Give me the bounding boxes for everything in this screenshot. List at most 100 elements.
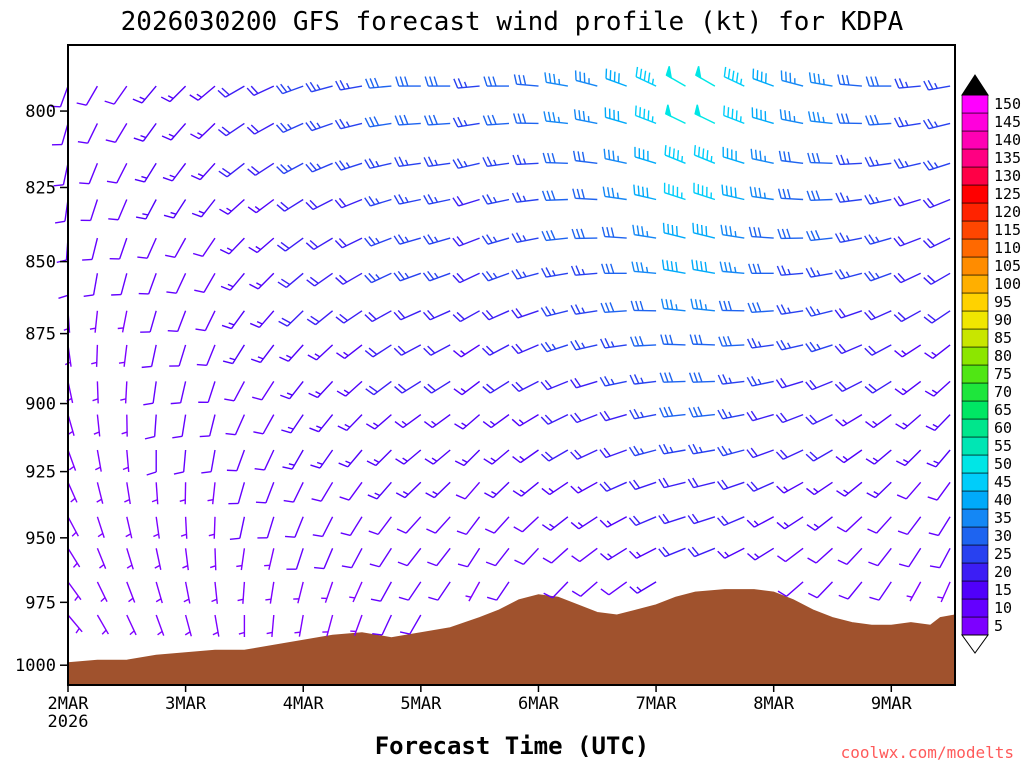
wind-barb: [50, 85, 69, 108]
wind-barb: [67, 614, 83, 634]
y-tick-label: 800: [25, 102, 56, 122]
colorbar-label: 85: [994, 329, 1012, 347]
wind-barb: [628, 445, 657, 457]
colorbar-label: 5: [994, 617, 1003, 635]
wind-barb: [335, 272, 363, 285]
wind-barb: [836, 516, 863, 533]
wind-barb: [453, 380, 481, 396]
x-tick-label: 3MAR: [165, 694, 207, 714]
wind-barb: [91, 344, 99, 367]
wind-barb: [599, 516, 628, 528]
wind-barb: [396, 516, 422, 534]
y-tick-label: 900: [25, 395, 56, 415]
wind-barb: [486, 581, 510, 601]
wind-barb: [126, 548, 134, 570]
wind-barb: [208, 516, 216, 539]
wind-barb: [365, 77, 392, 89]
wind-barb: [570, 449, 598, 460]
x-tick-label: 6MAR: [518, 694, 560, 714]
wind-barb: [422, 270, 451, 282]
wind-barb: [134, 162, 157, 183]
colorbar-segment: [961, 418, 989, 438]
wind-barb: [170, 381, 187, 405]
wind-barb: [481, 309, 510, 321]
wind-barb: [179, 482, 187, 505]
wind-barb: [305, 237, 333, 251]
wind-barb: [423, 414, 451, 429]
wind-barb: [422, 309, 451, 321]
wind-barb: [927, 481, 951, 501]
wind-barb: [694, 104, 716, 125]
wind-barb: [219, 198, 245, 215]
wind-barb: [695, 66, 716, 87]
wind-barb: [693, 182, 716, 201]
wind-barb: [692, 222, 716, 239]
wind-barb: [541, 267, 569, 278]
wind-barb: [132, 85, 157, 104]
wind-barb: [350, 614, 363, 636]
wind-barb: [454, 449, 481, 467]
wind-barb: [720, 224, 745, 239]
wind-barb: [482, 380, 510, 394]
colorbar-segment: [961, 130, 989, 150]
colorbar-label: 20: [994, 563, 1012, 581]
wind-barb: [254, 449, 275, 471]
wind-barb: [806, 230, 833, 242]
wind-barb: [364, 310, 392, 323]
colorbar-label: 115: [994, 221, 1021, 239]
x-tick-label: 7MAR: [636, 694, 678, 714]
colorbar-label: 65: [994, 401, 1012, 419]
wind-barb: [172, 414, 187, 439]
wind-barb: [664, 145, 686, 164]
wind-barb: [238, 615, 246, 637]
wind-barb: [217, 122, 245, 137]
wind-barb: [465, 581, 481, 602]
wind-barb: [96, 548, 107, 569]
wind-barb: [865, 76, 892, 87]
wind-barb: [633, 184, 657, 201]
colorbar-segment: [961, 436, 989, 456]
wind-barb: [540, 413, 569, 425]
wind-barb: [687, 477, 716, 489]
wind-barb: [195, 310, 216, 332]
colorbar-over-arrow: [961, 74, 989, 96]
colorbar-segment: [961, 94, 989, 114]
wind-barb: [364, 236, 392, 247]
wind-barb: [541, 190, 568, 201]
wind-barb: [775, 412, 804, 424]
colorbar-label: 45: [994, 473, 1012, 491]
colorbar-segment: [961, 256, 989, 276]
x-tick-label: 2MAR: [48, 694, 90, 714]
wind-barb: [155, 581, 163, 604]
wind-barb: [805, 267, 833, 278]
wind-barb: [138, 273, 157, 295]
wind-barb: [394, 414, 422, 429]
wind-barb: [898, 547, 922, 568]
wind-barb: [67, 581, 82, 602]
wind-barb: [393, 270, 422, 282]
wind-barb: [807, 547, 833, 564]
wind-barb: [865, 114, 892, 126]
wind-barb: [658, 477, 686, 489]
wind-barb: [338, 449, 363, 468]
wind-barb: [194, 272, 216, 294]
colorbar-segment: [961, 580, 989, 600]
colorbar-segment: [961, 598, 989, 618]
wind-barb: [513, 74, 539, 87]
colorbar-label: 75: [994, 365, 1012, 383]
wind-barb: [746, 338, 774, 349]
colorbar-label: 150: [994, 95, 1021, 113]
wind-barb: [111, 273, 128, 296]
wind-barb: [693, 145, 716, 164]
wind-barb: [719, 261, 745, 274]
wind-barb: [217, 85, 245, 98]
wind-barb: [923, 272, 951, 285]
wind-barb: [275, 122, 304, 133]
wind-barb: [221, 310, 245, 330]
wind-barb: [336, 344, 363, 360]
colorbar-label: 140: [994, 131, 1021, 149]
wind-barb: [604, 107, 627, 125]
wind-barb: [155, 614, 165, 636]
colorbar-segment: [961, 454, 989, 474]
wind-barb: [160, 85, 187, 103]
